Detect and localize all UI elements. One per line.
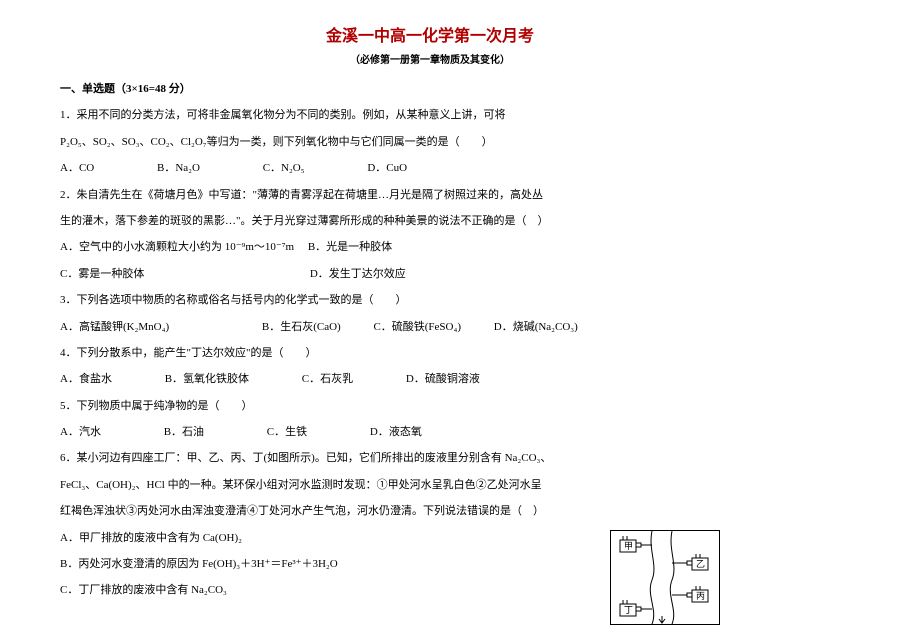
q4-opt-c: C．石灰乳 xyxy=(302,366,353,392)
q4-opt-d: D．硫酸铜溶液 xyxy=(406,366,480,392)
q5-line1: 5．下列物质中属于纯净物的是（ ） xyxy=(60,393,800,419)
q3-opt-c: C．硫酸铁(FeSO₄) xyxy=(373,314,461,340)
q2-opt-a: A．空气中的小水滴颗粒大小约为 10⁻⁹m～10⁻⁷m xyxy=(60,241,294,253)
q3-opt-d: D．烧碱(Na₂CO₃) xyxy=(494,314,578,340)
q3-opt-b: B．生石灰(CaO) xyxy=(262,314,341,340)
q3-opt-a: A．高锰酸钾(K₂MnO₄) xyxy=(60,314,169,340)
label-ding: 丁 xyxy=(624,605,633,615)
q2-line2: 生的灌木，落下参差的斑驳的黑影…"。关于月光穿过薄雾所形成的种种美景的说法不正确… xyxy=(60,208,800,234)
q4-opt-b: B．氢氧化铁胶体 xyxy=(165,366,249,392)
q6-line2: FeCl₃、Ca(OH)₂、HCl 中的一种。某环保小组对河水监测时发现：①甲处… xyxy=(60,472,800,498)
q5-opt-b: B．石油 xyxy=(164,419,204,445)
q6-line1: 6．某小河边有四座工厂：甲、乙、丙、丁(如图所示)。已知，它们所排出的废液里分别… xyxy=(60,445,800,471)
q1-options: A．CO B．Na₂O C．N₂O₅ D．CuO xyxy=(60,155,800,181)
q3-options: A．高锰酸钾(K₂MnO₄) B．生石灰(CaO) C．硫酸铁(FeSO₄) D… xyxy=(60,314,800,340)
exam-title: 金溪一中高一化学第一次月考 xyxy=(60,25,800,49)
q1-line1: 1．采用不同的分类方法，可将非金属氧化物分为不同的类别。例如，从某种意义上讲，可… xyxy=(60,102,800,128)
q2-line1: 2．朱自清先生在《荷塘月色》中写道："薄薄的青雾浮起在荷塘里…月光是隔了树照过来… xyxy=(60,182,800,208)
q4-line1: 4．下列分散系中，能产生"丁达尔效应"的是（ ） xyxy=(60,340,800,366)
q1-opt-a: A．CO xyxy=(60,155,94,181)
label-yi: 乙 xyxy=(696,559,705,569)
q4-options: A．食盐水 B．氢氧化铁胶体 C．石灰乳 D．硫酸铜溶液 xyxy=(60,366,800,392)
q5-options: A．汽水 B．石油 C．生铁 D．液态氧 xyxy=(60,419,800,445)
q2-opt-d: D．发生丁达尔效应 xyxy=(310,268,406,280)
q2-row2: C．雾是一种胶体 D．发生丁达尔效应 xyxy=(60,261,800,287)
q5-opt-d: D．液态氧 xyxy=(370,419,422,445)
q2-row1: A．空气中的小水滴颗粒大小约为 10⁻⁹m～10⁻⁷m B．光是一种胶体 xyxy=(60,234,800,260)
q5-opt-a: A．汽水 xyxy=(60,419,101,445)
label-bing: 丙 xyxy=(696,591,705,601)
q1-line2: P₂O₅、SO₂、SO₃、CO₂、Cl₂O₇等归为一类，则下列氧化物中与它们同属… xyxy=(60,129,800,155)
q1-opt-d: D．CuO xyxy=(367,155,407,181)
section-1-header: 一、单选题（3×16=48 分） xyxy=(60,76,800,102)
exam-subtitle: （必修第一册第一章物质及其变化） xyxy=(60,53,800,68)
q1-opt-c: C．N₂O₅ xyxy=(263,155,305,181)
q2-opt-b: B．光是一种胶体 xyxy=(308,241,392,253)
label-jia: 甲 xyxy=(624,541,633,551)
q2-opt-c: C．雾是一种胶体 xyxy=(60,268,144,280)
factory-river-diagram: 甲 乙 丙 丁 xyxy=(610,530,720,625)
q6-line3: 红褐色浑浊状③丙处河水由浑浊变澄清④丁处河水产生气泡，河水仍澄清。下列说法错误的… xyxy=(60,498,800,524)
q5-opt-c: C．生铁 xyxy=(267,419,307,445)
q1-opt-b: B．Na₂O xyxy=(157,155,200,181)
q4-opt-a: A．食盐水 xyxy=(60,366,112,392)
q3-line1: 3．下列各选项中物质的名称或俗名与括号内的化学式一致的是（ ） xyxy=(60,287,800,313)
